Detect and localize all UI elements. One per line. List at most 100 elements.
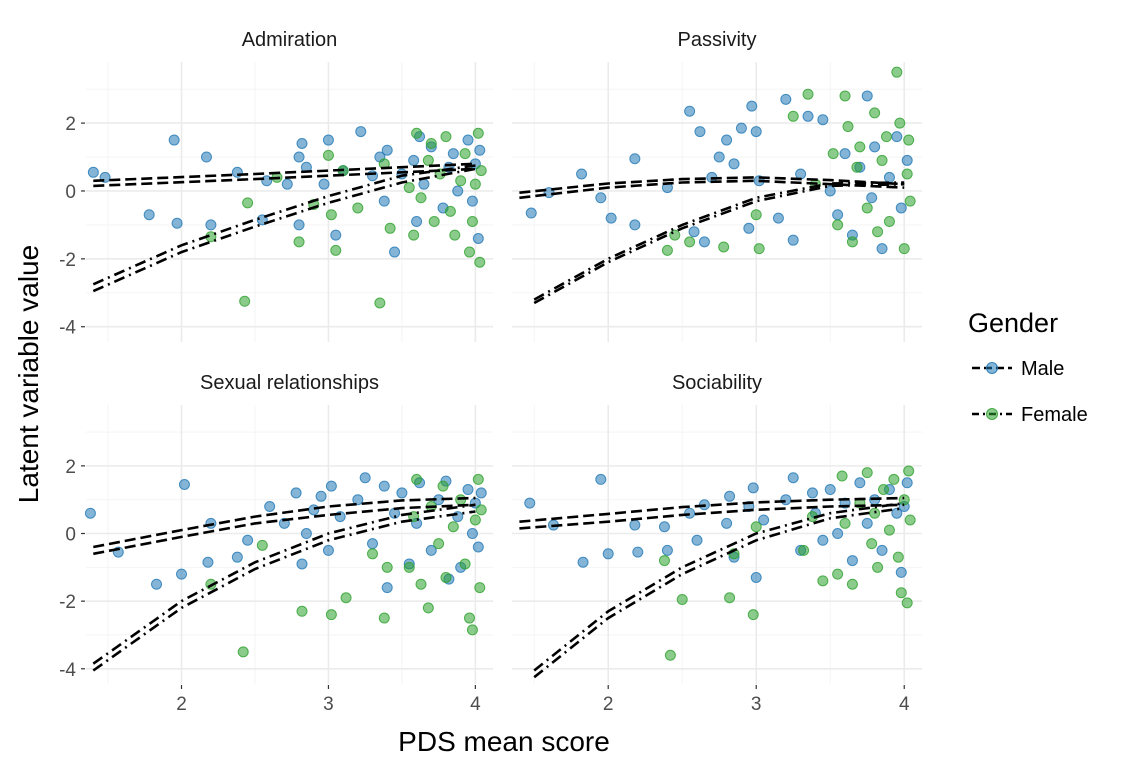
data-point-female: [846, 236, 858, 248]
data-point-female: [676, 593, 688, 605]
data-point-female: [894, 117, 906, 129]
data-point-male: [602, 548, 614, 560]
data-point-male: [466, 195, 478, 207]
data-point-female: [851, 161, 863, 173]
data-point-female: [463, 612, 475, 624]
data-point-female: [411, 127, 423, 139]
y-tick-label: -4: [59, 660, 76, 681]
legend-label: Female: [1021, 404, 1088, 426]
data-point-male: [883, 171, 895, 183]
panels-layer: Admiration -4 -2 0 2 Passivity Sexual relation…: [59, 29, 922, 715]
data-point-female: [787, 110, 799, 122]
data-point-male: [747, 482, 759, 494]
data-point-male: [780, 494, 792, 506]
y-tick-label: -2: [59, 592, 76, 613]
data-point-male: [176, 568, 188, 580]
data-point-male: [143, 209, 155, 221]
data-point-male: [466, 528, 478, 540]
data-point-female: [842, 120, 854, 132]
data-point-male: [264, 500, 276, 512]
data-point-male: [694, 126, 706, 138]
x-tick-label: 3: [323, 694, 334, 715]
data-point-female: [861, 202, 873, 214]
fit-line-male-lower: [519, 179, 905, 200]
data-point-female: [817, 575, 829, 587]
data-point-male: [178, 478, 190, 490]
data-point-male: [411, 216, 423, 228]
data-point-female: [684, 236, 696, 248]
data-point-male: [168, 134, 180, 146]
fit-line-male-upper: [519, 176, 905, 194]
data-point-male: [817, 114, 829, 126]
data-point-female: [888, 473, 900, 485]
data-point-female: [839, 517, 851, 529]
data-point-female: [891, 66, 903, 78]
data-point-male: [242, 534, 254, 546]
data-point-female: [866, 538, 878, 550]
y-tick-label: 2: [65, 457, 76, 478]
data-point-male: [378, 195, 390, 207]
data-point-male: [629, 153, 641, 165]
data-point-male: [290, 487, 302, 499]
data-point-male: [381, 144, 393, 156]
data-point-female: [904, 514, 916, 526]
data-point-male: [780, 93, 792, 105]
data-point-female: [469, 514, 481, 526]
data-point-male: [758, 514, 770, 526]
data-point-female: [415, 578, 427, 590]
data-point-female: [750, 209, 762, 221]
data-point-female: [256, 539, 268, 551]
fit-line-female-upper: [92, 503, 476, 665]
fit-line-male-upper: [93, 496, 476, 549]
data-point-female: [475, 165, 487, 177]
data-point-female: [466, 216, 478, 228]
data-point-male: [724, 490, 736, 502]
x-tick-label: 4: [899, 694, 910, 715]
data-point-female: [422, 154, 434, 166]
data-point-female: [378, 612, 390, 624]
data-point-male: [869, 141, 881, 153]
data-point-male: [200, 151, 212, 163]
data-point-female: [475, 504, 487, 516]
data-point-male: [743, 222, 755, 234]
panel-title: Passivity: [678, 29, 757, 51]
fit-line-male-lower: [519, 503, 905, 530]
data-point-male: [728, 158, 740, 170]
data-point-male: [300, 528, 312, 540]
data-point-female: [422, 602, 434, 614]
data-point-male: [802, 110, 814, 122]
data-point-male: [772, 212, 784, 224]
legend-item-male: Male: [972, 358, 1064, 380]
data-point-male: [205, 219, 217, 231]
data-point-female: [839, 90, 851, 102]
data-point-female: [242, 197, 254, 209]
data-point-male: [378, 480, 390, 492]
data-point-female: [433, 538, 445, 550]
data-point-male: [684, 105, 696, 117]
panel-title: Sociability: [672, 372, 762, 394]
data-point-male: [355, 126, 367, 138]
data-point-female: [239, 295, 251, 307]
data-point-male: [87, 166, 99, 178]
data-point-female: [872, 561, 884, 573]
data-point-female: [724, 592, 736, 604]
data-point-female: [325, 209, 337, 221]
data-point-male: [691, 534, 703, 546]
panel-sexual-relationships: Sexual relationships -4 -2 0 2 2 3 4: [59, 372, 493, 715]
data-point-female: [367, 548, 379, 560]
data-point-female: [832, 568, 844, 580]
data-point-male: [452, 185, 464, 197]
data-point-male: [595, 192, 607, 204]
data-point-male: [322, 544, 334, 556]
data-point-male: [447, 148, 459, 160]
data-point-female: [747, 609, 759, 621]
data-point-female: [340, 592, 352, 604]
data-point-male: [524, 497, 536, 509]
data-point-female: [872, 226, 884, 238]
data-point-male: [632, 546, 644, 558]
panel-passivity: Passivity: [512, 29, 922, 342]
data-point-male: [452, 511, 464, 523]
data-point-male: [854, 477, 866, 489]
x-tick-label: 3: [751, 694, 762, 715]
